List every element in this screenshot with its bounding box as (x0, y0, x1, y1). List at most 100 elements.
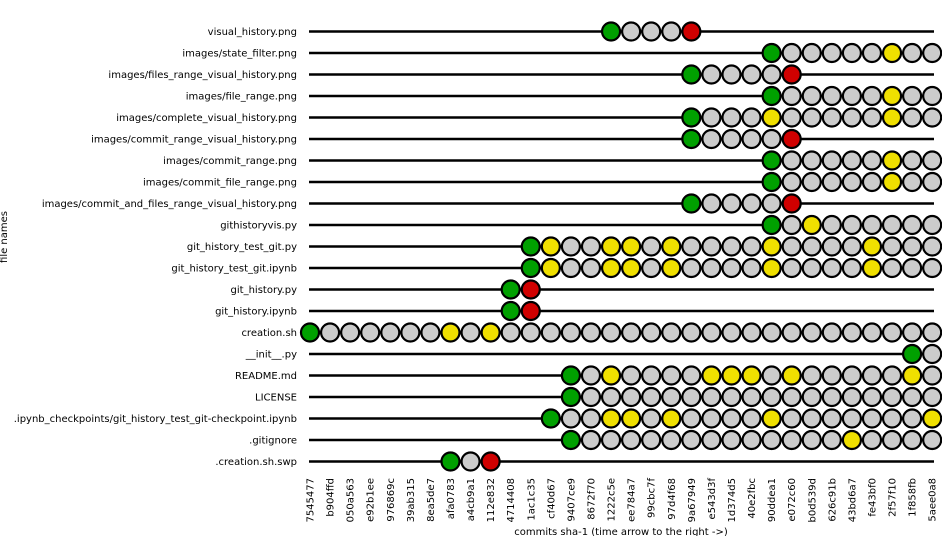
commit-status-dot (901, 171, 923, 193)
commit-status-dot (761, 365, 782, 386)
commit-status-dot (600, 236, 622, 257)
file-name-label: images/commit_file_range.png (143, 178, 297, 189)
commit-status-dot (922, 171, 942, 193)
commit-tick-label: a4cb9a1 (466, 478, 477, 521)
commit-status-dot (761, 322, 782, 343)
commit-status-dot (641, 429, 662, 451)
commit-status-dot (701, 128, 722, 150)
file-name-label: images/commit_and_files_range_visual_his… (42, 199, 297, 210)
commit-tick-label: 8ea5de7 (426, 478, 437, 522)
commit-status-dot (761, 429, 782, 451)
commit-status-dot (641, 365, 662, 386)
commit-status-dot (922, 322, 942, 343)
commit-status-dot (761, 64, 782, 85)
file-row: git_history_test_git.py (187, 236, 942, 257)
commit-status-dot (781, 365, 802, 386)
commit-status-dot (681, 386, 702, 408)
commit-status-dot (861, 236, 883, 257)
commit-status-dot (701, 429, 722, 451)
commit-status-dot (801, 365, 822, 386)
commit-status-dot (621, 386, 642, 408)
commit-status-dot (781, 128, 802, 150)
commit-status-dot (922, 150, 942, 171)
file-name-label: .gitignore (249, 436, 297, 447)
commit-status-dot (681, 429, 702, 451)
commit-status-dot (861, 386, 883, 408)
commit-status-dot (580, 257, 602, 279)
commit-status-dot (741, 429, 762, 451)
commit-status-dot (580, 408, 602, 429)
commit-status-dot (520, 236, 541, 257)
commit-status-dot (440, 451, 461, 472)
file-name-label: githistoryvis.py (220, 221, 297, 232)
file-row: git_history_test_git.ipynb (171, 257, 942, 279)
commit-status-dot (621, 322, 642, 343)
commit-status-dot (841, 236, 862, 257)
file-row: images/commit_file_range.png (143, 171, 942, 193)
commit-status-dot (600, 365, 622, 386)
commit-status-dot (801, 236, 822, 257)
commit-status-dot (721, 193, 742, 214)
commit-tick-label: 99cbc7f (647, 478, 658, 518)
commit-status-dot (841, 365, 862, 386)
commit-status-dot (600, 322, 622, 343)
commit-status-dot (661, 386, 682, 408)
file-row: visual_history.png (208, 21, 934, 42)
commit-status-dot (681, 257, 702, 279)
commit-status-dot (701, 386, 722, 408)
commit-tick-label: 39ab315 (406, 478, 417, 522)
commit-status-dot (701, 322, 722, 343)
commit-status-dot (841, 214, 862, 236)
commit-status-dot (721, 64, 742, 85)
commit-tick-label: 1ac1c35 (526, 478, 537, 521)
commit-status-dot (861, 107, 883, 128)
commit-status-dot (500, 279, 521, 300)
commit-tick-label: cf40d67 (546, 478, 557, 519)
commit-status-dot (821, 386, 842, 408)
commit-status-dot (400, 322, 421, 343)
commit-status-dot (881, 236, 903, 257)
commit-status-dot (761, 257, 782, 279)
commit-status-dot (460, 451, 481, 472)
commit-status-dot (801, 85, 822, 107)
commit-status-dot (681, 193, 702, 214)
file-row: .gitignore (249, 429, 942, 451)
commit-status-dot (701, 193, 722, 214)
commit-status-dot (901, 236, 923, 257)
commit-status-dot (801, 171, 822, 193)
commit-status-dot (881, 85, 903, 107)
commit-status-dot (801, 42, 822, 64)
file-name-label: creation.sh (241, 328, 297, 339)
commit-status-dot (922, 257, 942, 279)
file-row: images/files_range_visual_history.png (108, 64, 934, 85)
commit-tick-label: e92b1ee (366, 478, 377, 522)
file-name-label: visual_history.png (208, 27, 297, 38)
commit-status-dot (922, 429, 942, 451)
commit-tick-label: 7545477 (306, 478, 317, 523)
commit-status-dot (661, 365, 682, 386)
commit-status-dot (319, 322, 341, 343)
commit-status-dot (600, 257, 622, 279)
commit-status-dot (841, 322, 862, 343)
commit-status-dot (681, 322, 702, 343)
commit-status-dot (922, 365, 942, 386)
commit-tick-label: b904ffd (326, 478, 337, 517)
file-row: .ipynb_checkpoints/git_history_test_git-… (14, 408, 942, 429)
commit-status-dot (741, 193, 762, 214)
commit-status-dot (881, 429, 903, 451)
commit-status-dot (721, 429, 742, 451)
commit-status-dot (881, 408, 903, 429)
commit-status-dot (761, 193, 782, 214)
commit-status-dot (360, 322, 381, 343)
commit-status-dot (821, 107, 842, 128)
commit-status-dot (681, 64, 702, 85)
commit-status-dot (761, 42, 782, 64)
commit-status-dot (621, 408, 642, 429)
commit-tick-label: 90ddea1 (767, 478, 778, 522)
commit-status-dot (861, 171, 883, 193)
commit-status-dot (701, 107, 722, 128)
commit-status-dot (781, 107, 802, 128)
file-row: LICENSE (255, 386, 942, 408)
commit-status-dot (621, 365, 642, 386)
commit-status-dot (821, 236, 842, 257)
